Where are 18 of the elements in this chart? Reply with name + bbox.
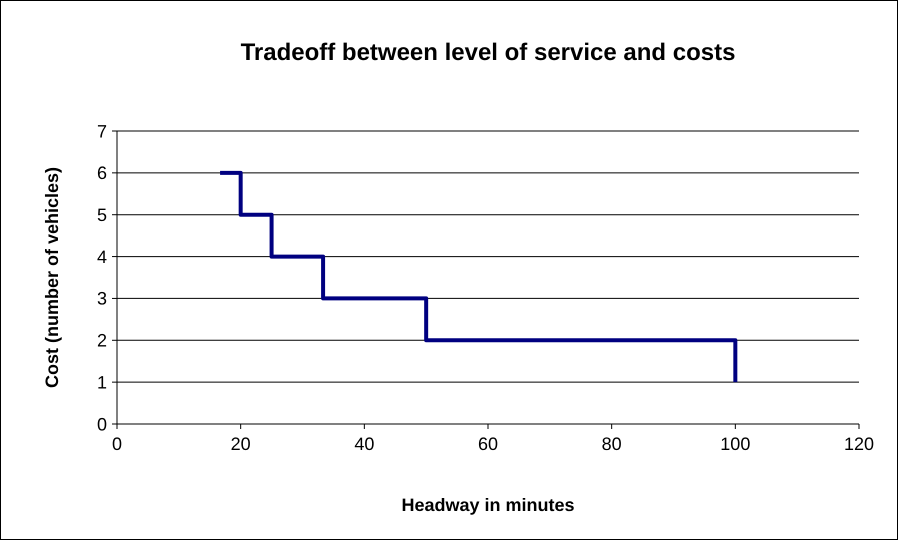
y-axis-title: Cost (number of vehicles) — [42, 166, 62, 388]
x-tick-label: 80 — [602, 434, 622, 454]
y-tick-label: 1 — [96, 372, 107, 392]
y-tick-label: 0 — [96, 414, 107, 434]
y-tick-label: 5 — [96, 205, 107, 226]
x-axis-title: Headway in minutes — [401, 495, 575, 515]
y-tick-label: 2 — [96, 330, 107, 351]
y-tick-label: 6 — [96, 163, 107, 184]
x-tick-label: 20 — [230, 434, 251, 454]
x-tick-label: 40 — [354, 434, 374, 454]
x-tick-label: 100 — [720, 434, 750, 454]
y-tick-label: 7 — [96, 121, 107, 142]
chart-title: Tradeoff between level of service and costs — [240, 39, 736, 66]
x-tick-label: 0 — [112, 434, 122, 454]
y-tick-label: 3 — [96, 288, 107, 309]
x-tick-label: 60 — [478, 434, 498, 454]
x-tick-label: 120 — [844, 434, 874, 454]
y-tick-label: 4 — [96, 246, 107, 267]
